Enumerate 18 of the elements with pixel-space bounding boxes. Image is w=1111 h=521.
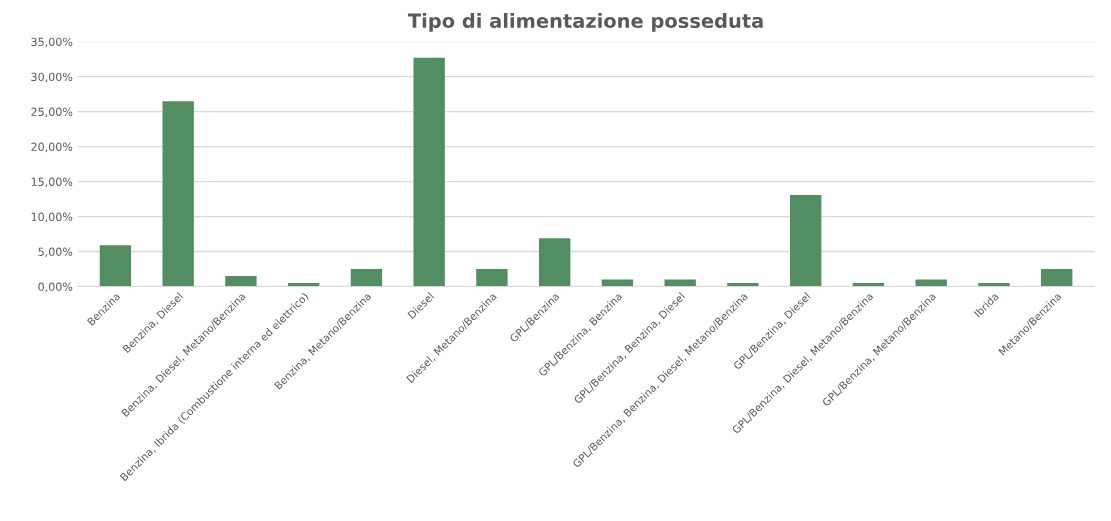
y-tick-label: 15,00% bbox=[31, 177, 73, 188]
bar bbox=[789, 194, 822, 287]
y-tick-label: 30,00% bbox=[31, 72, 73, 83]
bar bbox=[538, 238, 571, 287]
bar bbox=[350, 269, 383, 287]
bar bbox=[99, 245, 132, 287]
chart-title: Tipo di alimentazione posseduta bbox=[407, 13, 763, 32]
y-tick-label: 25,00% bbox=[31, 107, 73, 118]
bar bbox=[476, 269, 508, 287]
bar bbox=[225, 276, 257, 287]
y-tick-label: 5,00% bbox=[38, 247, 73, 258]
bar bbox=[162, 101, 194, 287]
bar bbox=[1041, 269, 1073, 287]
bar bbox=[413, 57, 445, 287]
y-tick-label: 35,00% bbox=[31, 37, 73, 48]
y-tick-label: 10,00% bbox=[31, 212, 73, 223]
y-tick-label: 20,00% bbox=[31, 142, 73, 153]
y-tick-label: 0,00% bbox=[38, 282, 73, 293]
